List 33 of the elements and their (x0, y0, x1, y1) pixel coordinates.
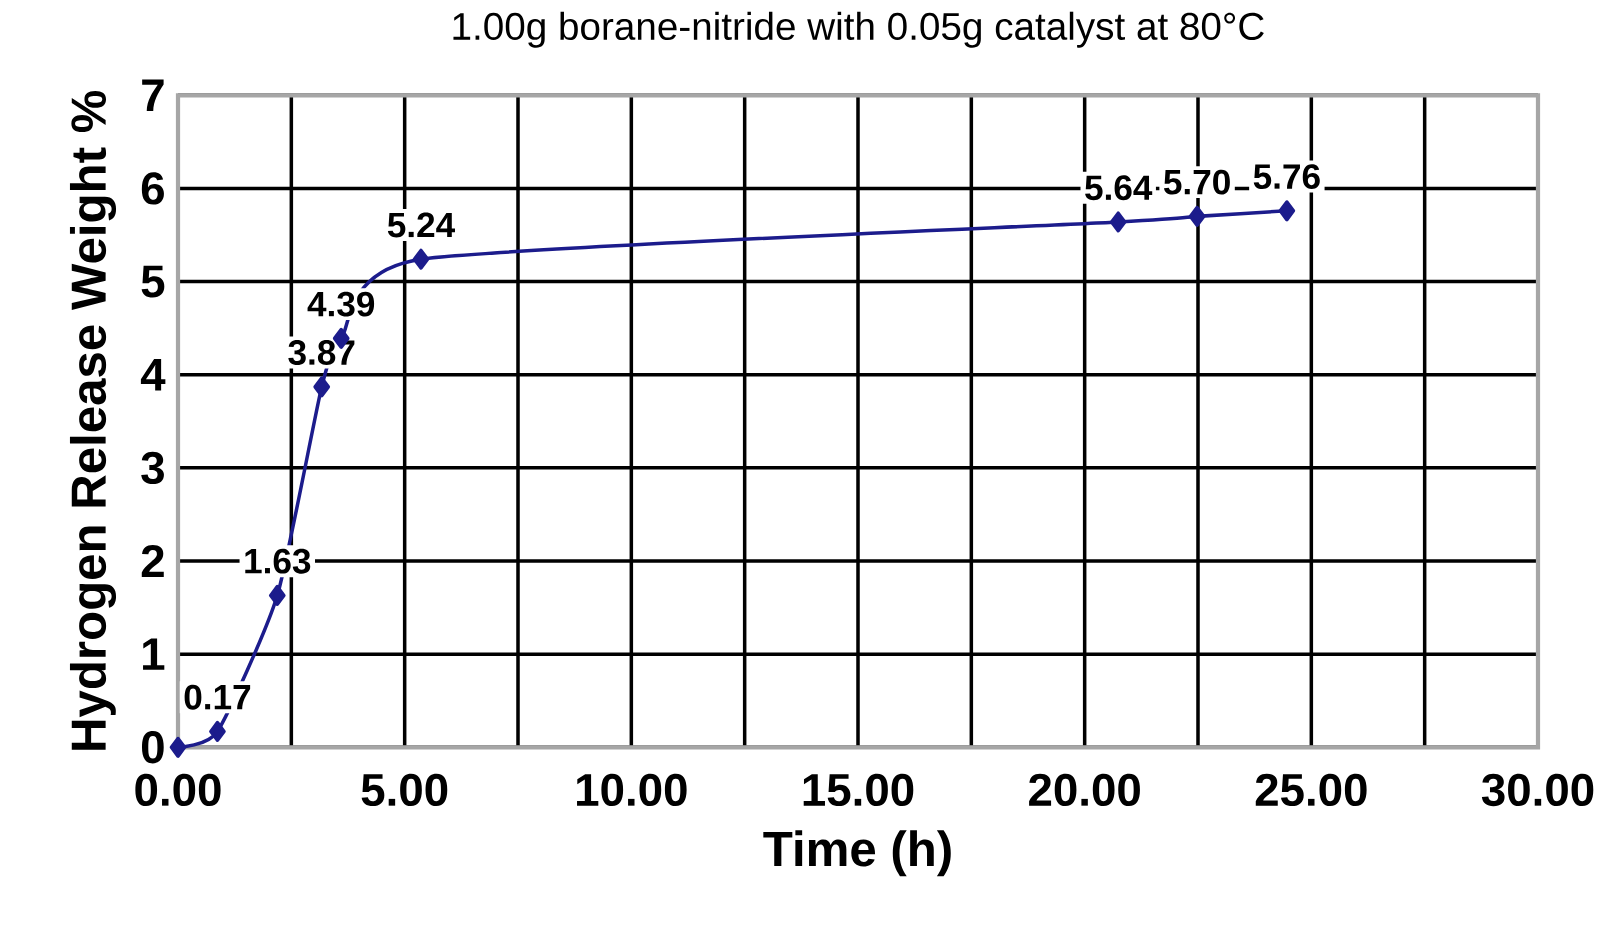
y-axis-title: Hydrogen Release Weight % (69, 90, 117, 750)
point (169, 736, 187, 758)
point (268, 584, 286, 606)
data-label: 4.39 (307, 291, 375, 317)
point (1278, 200, 1296, 222)
point (313, 376, 331, 398)
x-axis-title: Time (h) (763, 830, 951, 877)
y-tick-label: 5 (141, 265, 165, 298)
x-tick-label: 15.00 (803, 773, 914, 806)
x-tick-label: 5.00 (361, 773, 448, 806)
point (1109, 211, 1127, 233)
data-label: 5.76 (1253, 163, 1320, 189)
y-tick-label: 3 (141, 451, 164, 484)
point (209, 720, 226, 742)
point (412, 248, 430, 270)
x-tick-label: 0.00 (135, 773, 221, 806)
data-label: 0.17 (184, 684, 251, 710)
data-label: 5.70 (1163, 169, 1230, 195)
data-label: 5.24 (387, 212, 455, 238)
x-tick-label: 30.00 (1481, 773, 1594, 807)
data-label: 5.64 (1085, 175, 1153, 201)
x-tick-label: 25.00 (1255, 773, 1367, 806)
y-tick-label: 7 (142, 79, 164, 111)
y-tick-label: 1 (143, 638, 165, 670)
y-tick-label: 0 (142, 730, 164, 764)
y-tick-label: 6 (141, 172, 164, 205)
y-tick-label: 4 (140, 358, 166, 391)
x-tick-label: 20.00 (1029, 773, 1140, 806)
chart-title: 1.00g borane-nitride with 0.05g catalyst at 80°C (453, 11, 1264, 48)
x-tick-label: 10.00 (577, 773, 687, 806)
point (1188, 205, 1206, 227)
data-label: 1.63 (245, 548, 311, 574)
y-tick-label: 2 (141, 544, 164, 577)
